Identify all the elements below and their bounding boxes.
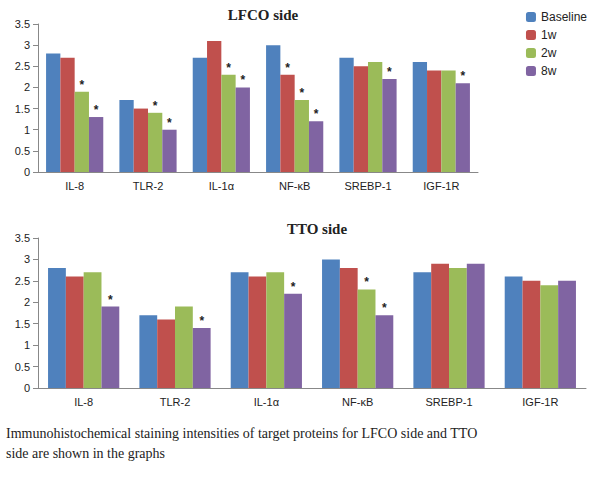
- svg-text:*: *: [299, 86, 304, 100]
- svg-text:8w: 8w: [541, 64, 557, 78]
- svg-text:*: *: [285, 61, 290, 75]
- svg-text:2.5: 2.5: [15, 60, 30, 72]
- svg-text:IGF-1R: IGF-1R: [423, 180, 459, 192]
- svg-text:2: 2: [24, 81, 30, 93]
- svg-text:TLR-2: TLR-2: [160, 396, 191, 408]
- html-text:Immunohistochemical staining i: Immunohistochemical staining intensities…: [6, 426, 478, 461]
- svg-text:*: *: [153, 99, 158, 113]
- svg-text:LFCO side: LFCO side: [228, 7, 299, 23]
- svg-text:3: 3: [24, 253, 30, 265]
- svg-text:IL-1α: IL-1α: [209, 180, 235, 192]
- svg-text:0.5: 0.5: [15, 145, 30, 157]
- svg-text:SREBP-1: SREBP-1: [425, 396, 472, 408]
- svg-text:1: 1: [24, 339, 30, 351]
- svg-text:IL-8: IL-8: [74, 396, 93, 408]
- svg-text:NF-κB: NF-κB: [279, 180, 310, 192]
- svg-text:*: *: [387, 65, 392, 79]
- svg-text:2: 2: [24, 296, 30, 308]
- svg-text:*: *: [314, 107, 319, 121]
- svg-text:IL-8: IL-8: [65, 180, 84, 192]
- svg-text:*: *: [291, 280, 296, 294]
- svg-text:1.5: 1.5: [15, 103, 30, 115]
- svg-text:0: 0: [24, 382, 30, 394]
- svg-text:TLR-2: TLR-2: [133, 180, 164, 192]
- svg-text:*: *: [199, 314, 204, 328]
- svg-text:TTO side: TTO side: [287, 221, 348, 237]
- svg-text:*: *: [460, 69, 465, 83]
- svg-text:1.5: 1.5: [15, 318, 30, 330]
- svg-text:3.5: 3.5: [15, 232, 30, 244]
- svg-text:*: *: [364, 275, 369, 289]
- svg-text:*: *: [79, 78, 84, 92]
- svg-text:2.5: 2.5: [15, 275, 30, 287]
- svg-text:*: *: [240, 73, 245, 87]
- svg-text:IL-1α: IL-1α: [254, 396, 280, 408]
- svg-text:*: *: [382, 301, 387, 315]
- svg-text:0.5: 0.5: [15, 361, 30, 373]
- svg-text:*: *: [167, 116, 172, 130]
- svg-text:NF-κB: NF-κB: [342, 396, 373, 408]
- svg-text:IGF-1R: IGF-1R: [522, 396, 558, 408]
- svg-text:3.5: 3.5: [15, 18, 30, 30]
- svg-text:1w: 1w: [541, 28, 557, 42]
- svg-text:*: *: [226, 61, 231, 75]
- svg-text:SREBP-1: SREBP-1: [344, 180, 391, 192]
- svg-text:*: *: [108, 293, 113, 307]
- svg-text:1: 1: [24, 124, 30, 136]
- svg-text:*: *: [94, 103, 99, 117]
- svg-text:0: 0: [24, 166, 30, 178]
- svg-text:2w: 2w: [541, 46, 557, 60]
- svg-text:Baseline: Baseline: [541, 10, 587, 24]
- svg-text:3: 3: [24, 39, 30, 51]
